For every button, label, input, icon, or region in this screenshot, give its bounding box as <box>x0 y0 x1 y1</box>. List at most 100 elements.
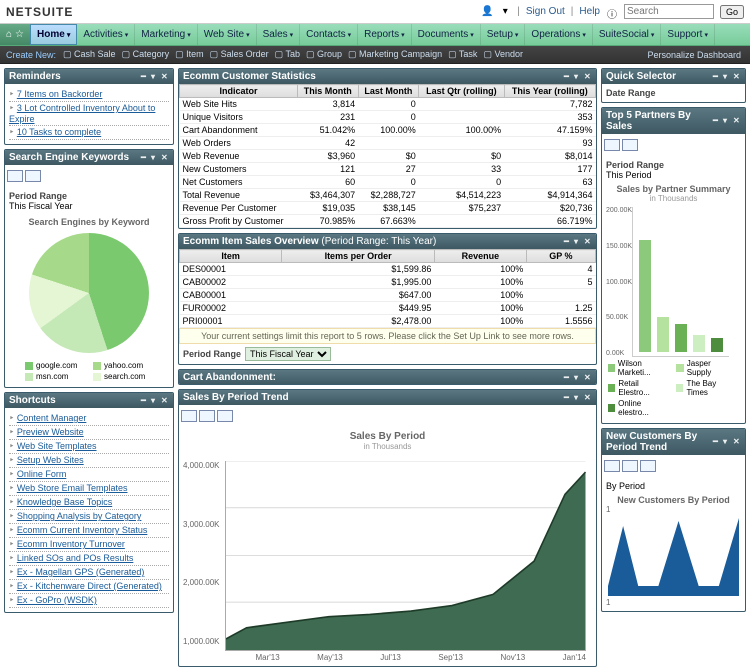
item-link[interactable]: FUR00002 <box>183 303 227 313</box>
chart-type-icon[interactable] <box>604 460 620 472</box>
nav-item-setup[interactable]: Setup ▾ <box>481 24 526 45</box>
minimize-icon[interactable]: ━ <box>141 154 149 162</box>
shortcut-link[interactable]: Ecomm Current Inventory Status <box>17 525 148 535</box>
reminder-item: 10 Tasks to complete <box>9 126 169 140</box>
search-input[interactable] <box>624 4 714 19</box>
chart-type-icon[interactable] <box>217 410 233 422</box>
user-icon[interactable]: 👤 <box>481 6 493 18</box>
nav-item-documents[interactable]: Documents ▾ <box>412 24 481 45</box>
minimize-icon[interactable]: ━ <box>713 73 721 81</box>
nav-item-suitesocial[interactable]: SuiteSocial ▾ <box>593 24 662 45</box>
shortcut-link[interactable]: Linked SOs and POs Results <box>17 553 134 563</box>
chart-type-icon[interactable] <box>640 460 656 472</box>
nav-item-reports[interactable]: Reports ▾ <box>358 24 412 45</box>
shortcut-link[interactable]: Ex - Magellan GPS (Generated) <box>17 567 145 577</box>
create-marketing-campaign[interactable]: ▢ Marketing Campaign <box>345 49 445 59</box>
chart-type-icon[interactable] <box>25 170 41 182</box>
minimize-icon[interactable]: ━ <box>564 394 572 402</box>
minimize-icon[interactable]: ━ <box>564 238 572 246</box>
dropdown-icon[interactable]: ▾ <box>574 238 582 246</box>
chart-type-icon[interactable] <box>604 139 620 151</box>
shortcut-link[interactable]: Preview Website <box>17 427 84 437</box>
go-button[interactable]: Go <box>720 5 744 19</box>
minimize-icon[interactable]: ━ <box>141 73 149 81</box>
dropdown-icon[interactable]: ▾ <box>574 73 582 81</box>
chart-type-icon[interactable] <box>199 410 215 422</box>
close-icon[interactable]: ✕ <box>733 438 741 446</box>
shortcut-link[interactable]: Knowledge Base Topics <box>17 497 112 507</box>
nav-star-icon[interactable]: ☆ <box>15 29 24 40</box>
dropdown-icon[interactable]: ▾ <box>723 73 731 81</box>
shortcut-link[interactable]: Content Manager <box>17 413 87 423</box>
table-cell[interactable]: DES00001 <box>180 263 282 276</box>
shortcut-link[interactable]: Web Store Email Templates <box>17 483 128 493</box>
minimize-icon[interactable]: ━ <box>713 438 721 446</box>
dropdown-icon[interactable]: ▾ <box>574 394 582 402</box>
close-icon[interactable]: ✕ <box>584 394 592 402</box>
nav-item-sales[interactable]: Sales ▾ <box>257 24 301 45</box>
item-link[interactable]: CAB00001 <box>183 290 227 300</box>
nav-item-activities[interactable]: Activities ▾ <box>77 24 135 45</box>
dropdown-icon[interactable]: ▾ <box>574 374 582 382</box>
nav-home-icon[interactable]: ⌂ <box>6 29 12 40</box>
eiso-period-select[interactable]: This Fiscal Year <box>245 347 331 361</box>
close-icon[interactable]: ✕ <box>584 238 592 246</box>
create-item[interactable]: ▢ Item <box>172 49 207 59</box>
help-link[interactable]: Help <box>579 6 600 17</box>
reminder-link[interactable]: 10 Tasks to complete <box>17 127 101 137</box>
minimize-icon[interactable]: ━ <box>564 73 572 81</box>
help-icon[interactable]: ⓘ <box>606 6 618 18</box>
shortcut-link[interactable]: Online Form <box>17 469 67 479</box>
create-sales-order[interactable]: ▢ Sales Order <box>207 49 272 59</box>
create-task[interactable]: ▢ Task <box>445 49 480 59</box>
nav-item-home[interactable]: Home ▾ <box>30 24 77 45</box>
personalize-dashboard-link[interactable]: Personalize Dashboard <box>644 50 744 60</box>
item-link[interactable]: CAB00002 <box>183 277 227 287</box>
create-group[interactable]: ▢ Group <box>303 49 345 59</box>
close-icon[interactable]: ✕ <box>161 154 169 162</box>
close-icon[interactable]: ✕ <box>584 374 592 382</box>
dropdown-icon[interactable]: ▾ <box>151 397 159 405</box>
table-cell[interactable]: CAB00002 <box>180 276 282 289</box>
close-icon[interactable]: ✕ <box>584 73 592 81</box>
close-icon[interactable]: ✕ <box>161 73 169 81</box>
dropdown-icon[interactable]: ▾ <box>723 117 731 125</box>
minimize-icon[interactable]: ━ <box>564 374 572 382</box>
close-icon[interactable]: ✕ <box>733 73 741 81</box>
shortcut-link[interactable]: Setup Web Sites <box>17 455 84 465</box>
item-link[interactable]: PRI00001 <box>183 316 223 326</box>
shortcut-link[interactable]: Shopping Analysis by Category <box>17 511 142 521</box>
shortcut-link[interactable]: Web Site Templates <box>17 441 97 451</box>
chart-type-icon[interactable] <box>7 170 23 182</box>
minimize-icon[interactable]: ━ <box>713 117 721 125</box>
nav-item-operations[interactable]: Operations ▾ <box>525 24 592 45</box>
item-link[interactable]: DES00001 <box>183 264 227 274</box>
shortcut-link[interactable]: Ex - GoPro (WSDK) <box>17 595 97 605</box>
table-cell[interactable]: FUR00002 <box>180 302 282 315</box>
user-dropdown-arrow[interactable]: ▾ <box>499 6 511 18</box>
dropdown-icon[interactable]: ▾ <box>151 154 159 162</box>
chart-type-icon[interactable] <box>181 410 197 422</box>
nav-item-support[interactable]: Support ▾ <box>661 24 715 45</box>
table-cell[interactable]: CAB00001 <box>180 289 282 302</box>
dropdown-icon[interactable]: ▾ <box>151 73 159 81</box>
sign-out-link[interactable]: Sign Out <box>526 6 565 17</box>
chart-type-icon[interactable] <box>622 139 638 151</box>
create-category[interactable]: ▢ Category <box>119 49 173 59</box>
close-icon[interactable]: ✕ <box>161 397 169 405</box>
table-cell[interactable]: PRI00001 <box>180 315 282 328</box>
close-icon[interactable]: ✕ <box>733 117 741 125</box>
chart-type-icon[interactable] <box>622 460 638 472</box>
create-cash-sale[interactable]: ▢ Cash Sale <box>60 49 119 59</box>
create-tab[interactable]: ▢ Tab <box>272 49 303 59</box>
reminder-link[interactable]: 7 Items on Backorder <box>17 89 103 99</box>
dropdown-icon[interactable]: ▾ <box>723 438 731 446</box>
shortcut-link[interactable]: Ecomm Inventory Turnover <box>17 539 125 549</box>
reminder-link[interactable]: 3 Lot Controlled Inventory About to Expi… <box>9 103 155 124</box>
nav-item-website[interactable]: Web Site ▾ <box>198 24 257 45</box>
nav-item-marketing[interactable]: Marketing ▾ <box>135 24 197 45</box>
shortcut-link[interactable]: Ex - Kitchenware Direct (Generated) <box>17 581 162 591</box>
create-vendor[interactable]: ▢ Vendor <box>480 49 526 59</box>
nav-item-contacts[interactable]: Contacts ▾ <box>300 24 358 45</box>
minimize-icon[interactable]: ━ <box>141 397 149 405</box>
